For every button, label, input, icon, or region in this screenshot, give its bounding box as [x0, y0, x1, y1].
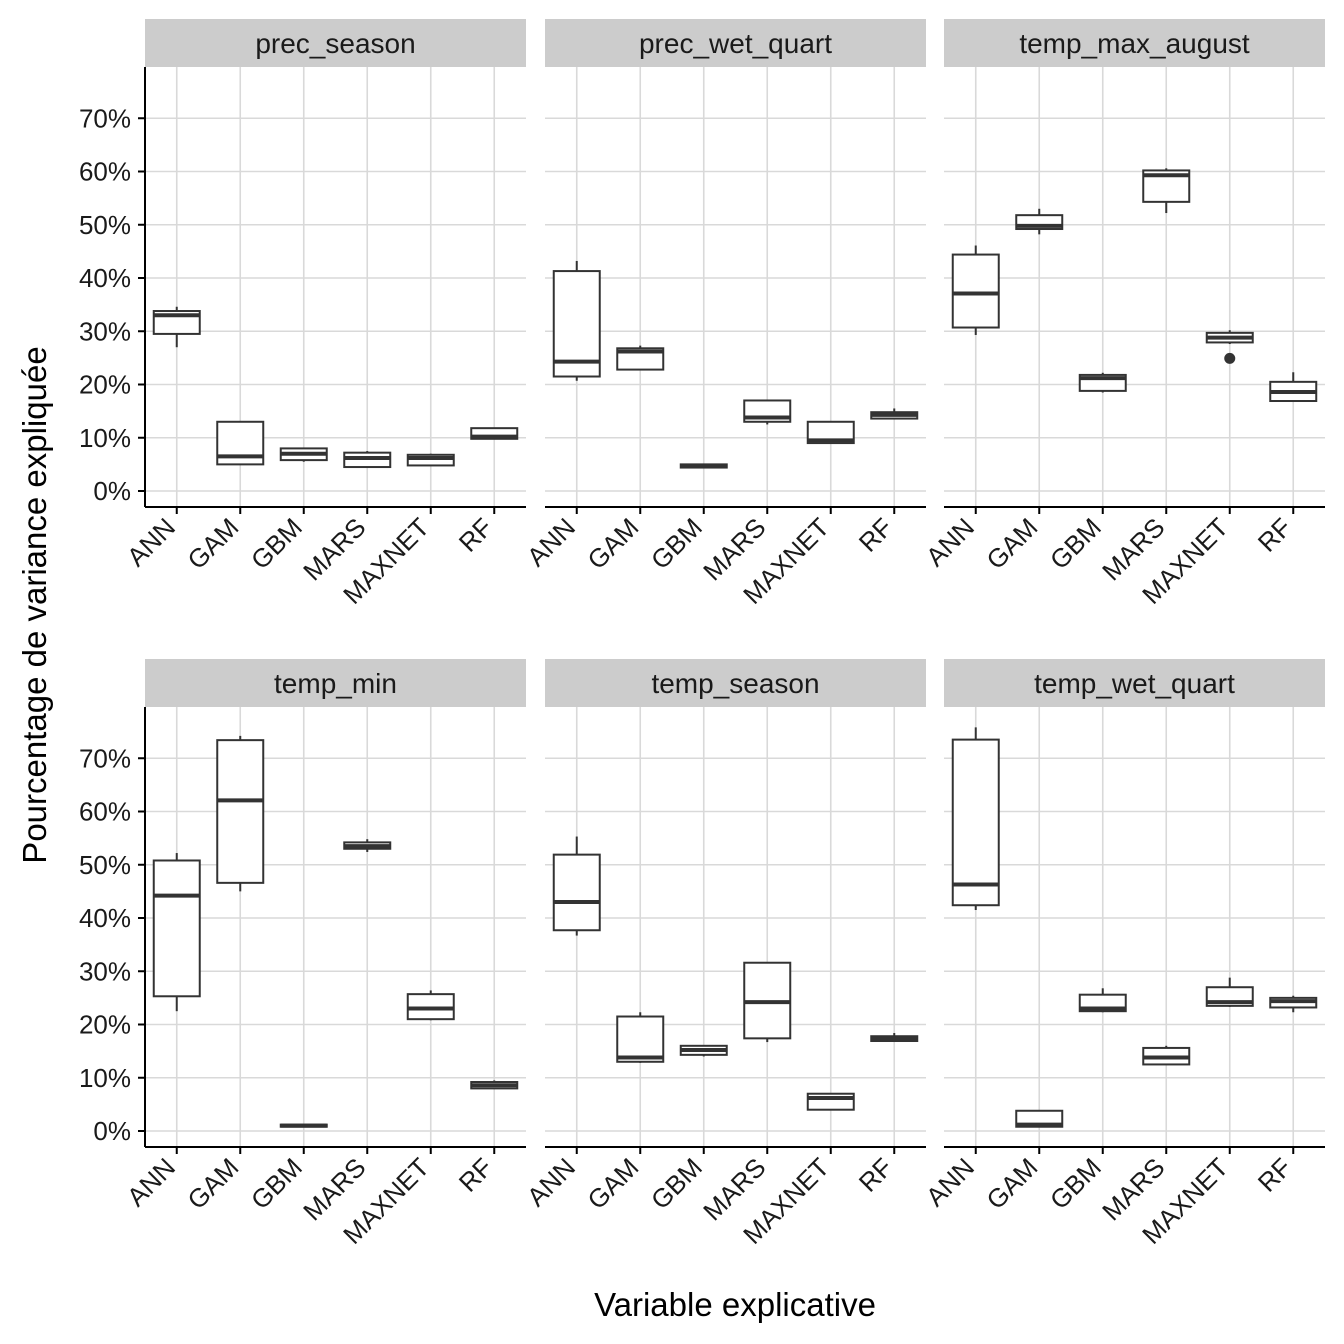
boxplot-ann: [552, 836, 601, 936]
x-axis-title: Variable explicative: [594, 1286, 876, 1323]
y-tick-label: 40%: [79, 903, 131, 933]
facet-strip-title: temp_season: [651, 668, 819, 699]
boxplot-mars: [343, 451, 392, 469]
box-iqr: [552, 270, 601, 378]
y-tick-label: 20%: [79, 370, 131, 400]
boxplot-rf: [1269, 995, 1318, 1013]
boxplot-maxnet: [406, 453, 455, 467]
box-iqr: [216, 739, 265, 884]
boxplot-maxnet: [806, 1092, 855, 1111]
y-tick-label: 20%: [79, 1010, 131, 1040]
box-iqr: [470, 427, 519, 440]
boxplot-gam: [216, 735, 265, 892]
y-tick-label: 50%: [79, 850, 131, 880]
boxplot-ann: [552, 260, 601, 381]
boxplot-rf: [470, 1080, 519, 1090]
facet-strip-title: temp_max_august: [1019, 28, 1250, 59]
facet-strip: [944, 659, 1325, 707]
boxplot-mars: [743, 961, 792, 1043]
y-axis-title: Pourcentage de variance expliquée: [16, 346, 53, 863]
boxplot-mars: [743, 399, 792, 425]
facet-strip: [545, 19, 926, 67]
y-tick-label: 60%: [79, 157, 131, 187]
boxplot-gbm: [679, 463, 728, 469]
facet-strip-title: prec_wet_quart: [639, 28, 832, 59]
facet-strip: [944, 19, 1325, 67]
boxplot-mars: [1142, 1045, 1191, 1066]
facet-strip: [145, 659, 526, 707]
boxplot-rf: [470, 427, 519, 440]
boxplot-gbm: [1078, 372, 1127, 393]
boxplot-rf: [870, 408, 919, 420]
facet-strip-title: temp_min: [274, 668, 397, 699]
facet-strip-title: temp_wet_quart: [1034, 668, 1235, 699]
boxplot-mars: [1142, 168, 1191, 214]
box-iqr: [152, 859, 201, 998]
box-iqr: [806, 420, 855, 445]
y-tick-label: 70%: [79, 743, 131, 773]
boxplot-gbm: [279, 1123, 328, 1128]
y-tick-label: 50%: [79, 210, 131, 240]
facet-strip: [545, 659, 926, 707]
boxplot-ann: [951, 245, 1000, 335]
y-tick-label: 10%: [79, 423, 131, 453]
boxplot-ann: [951, 727, 1000, 911]
facet-strip: [145, 19, 526, 67]
y-tick-label: 40%: [79, 263, 131, 293]
box-iqr: [951, 738, 1000, 907]
y-tick-label: 30%: [79, 316, 131, 346]
boxplot-mars: [343, 839, 392, 852]
boxplot-maxnet: [1205, 330, 1254, 364]
box-iqr: [552, 853, 601, 932]
boxplot-maxnet: [806, 420, 855, 445]
boxplot-maxnet: [1205, 977, 1254, 1007]
box-iqr: [616, 347, 665, 371]
box-iqr: [951, 253, 1000, 329]
box-iqr: [616, 1015, 665, 1063]
boxplot-gam: [1015, 208, 1064, 235]
y-tick-label: 0%: [93, 1116, 131, 1146]
boxplot-rf: [870, 1033, 919, 1043]
boxplot-gbm: [1078, 988, 1127, 1013]
y-tick-label: 30%: [79, 956, 131, 986]
boxplot-gam: [216, 420, 265, 466]
boxplot-rf: [1269, 372, 1318, 403]
y-tick-label: 10%: [79, 1063, 131, 1093]
boxplot-gam: [1015, 1109, 1064, 1128]
boxplot-maxnet: [406, 990, 455, 1021]
y-tick-label: 70%: [79, 103, 131, 133]
box-iqr: [406, 453, 455, 467]
boxplot-gam: [616, 345, 665, 371]
boxplot-gam: [616, 1012, 665, 1063]
y-tick-label: 60%: [79, 797, 131, 827]
boxplot-ann: [152, 306, 201, 348]
outlier-point: [1224, 352, 1236, 364]
boxplot-gbm: [279, 447, 328, 462]
y-tick-label: 0%: [93, 476, 131, 506]
boxplot-ann: [152, 853, 201, 1012]
facet-strip-title: prec_season: [255, 28, 415, 59]
boxplot-gbm: [679, 1044, 728, 1057]
